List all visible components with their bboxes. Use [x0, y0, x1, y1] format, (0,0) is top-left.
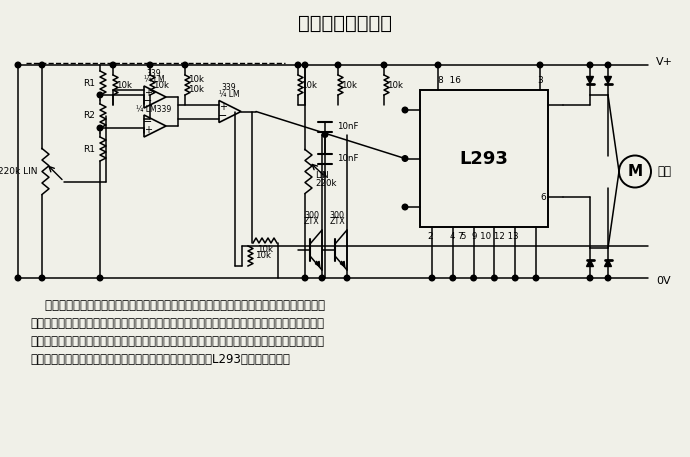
Circle shape [97, 125, 103, 131]
Text: 339: 339 [147, 69, 161, 78]
Circle shape [147, 62, 152, 68]
Text: 2: 2 [427, 232, 433, 241]
Circle shape [39, 62, 45, 68]
Text: 改进电路使用了第二个电位器，它与第一个电位器同轴旋转，用来禁止电机在中心处转动。该电: 改进电路使用了第二个电位器，它与第一个电位器同轴旋转，用来禁止电机在中心处转动。… [30, 335, 324, 348]
Circle shape [39, 275, 45, 281]
Text: 10nF: 10nF [337, 154, 359, 163]
Text: +: + [219, 102, 227, 112]
Circle shape [402, 107, 408, 113]
Text: 10k: 10k [255, 251, 271, 260]
Text: 10k: 10k [341, 80, 357, 90]
Circle shape [435, 62, 441, 68]
Text: ¼ LM339: ¼ LM339 [137, 105, 172, 113]
Circle shape [381, 62, 387, 68]
Circle shape [15, 62, 21, 68]
Text: R2: R2 [83, 112, 95, 121]
Text: R1: R1 [83, 79, 95, 87]
Text: 10k: 10k [188, 85, 204, 94]
Text: +: + [144, 125, 152, 135]
Text: L293: L293 [460, 149, 509, 168]
Text: +: + [144, 88, 152, 98]
Circle shape [491, 275, 497, 281]
Circle shape [97, 92, 103, 98]
Text: ZTX: ZTX [304, 218, 320, 227]
Circle shape [344, 275, 350, 281]
Text: R1: R1 [83, 144, 95, 154]
Text: V+: V+ [656, 57, 673, 67]
Text: 7: 7 [457, 232, 463, 241]
Circle shape [587, 62, 593, 68]
Text: 10k: 10k [153, 80, 169, 90]
Polygon shape [604, 76, 611, 84]
Text: 0V: 0V [656, 276, 671, 286]
Circle shape [302, 62, 308, 68]
Circle shape [513, 275, 518, 281]
Circle shape [605, 275, 611, 281]
Text: 电机速度控制电路: 电机速度控制电路 [298, 14, 392, 33]
Circle shape [538, 62, 543, 68]
Circle shape [471, 275, 476, 281]
Circle shape [302, 275, 308, 281]
Text: 10k: 10k [257, 245, 273, 255]
Text: 动。这是因为将电位器精确地滑到中点而使振荡波形正负半周严格对称是很困难的。这里介绍的: 动。这是因为将电位器精确地滑到中点而使振荡波形正负半周严格对称是很困难的。这里介… [30, 317, 324, 330]
Text: M: M [627, 164, 642, 179]
Circle shape [97, 275, 103, 281]
Text: 220k: 220k [315, 179, 337, 188]
Text: 10nF: 10nF [337, 122, 359, 131]
Polygon shape [586, 76, 593, 84]
Circle shape [429, 275, 435, 281]
Text: 300: 300 [330, 212, 344, 220]
Text: ¼ LM: ¼ LM [144, 75, 164, 85]
Circle shape [450, 275, 455, 281]
Text: 3: 3 [537, 76, 543, 85]
Polygon shape [604, 260, 611, 266]
Circle shape [402, 204, 408, 210]
Text: −: − [144, 96, 152, 106]
Text: ZTX: ZTX [329, 218, 345, 227]
Text: LIN: LIN [315, 171, 328, 180]
Circle shape [182, 62, 188, 68]
Text: 电机: 电机 [657, 165, 671, 178]
Circle shape [295, 62, 301, 68]
Text: 10k: 10k [116, 80, 132, 90]
Text: 10k: 10k [301, 80, 317, 90]
Circle shape [605, 62, 611, 68]
Text: 8  16: 8 16 [438, 76, 461, 85]
Text: −: − [218, 111, 228, 121]
Circle shape [335, 62, 341, 68]
Circle shape [319, 275, 325, 281]
Circle shape [533, 275, 539, 281]
Circle shape [15, 275, 21, 281]
Text: 220k LIN: 220k LIN [0, 167, 37, 176]
Circle shape [322, 132, 328, 137]
Circle shape [110, 62, 116, 68]
Text: 4  5  9 10 12 13: 4 5 9 10 12 13 [450, 232, 518, 241]
Text: ¼ LM: ¼ LM [219, 90, 239, 99]
Text: 10k: 10k [387, 80, 403, 90]
Text: 300: 300 [304, 212, 319, 220]
Text: 339: 339 [221, 83, 236, 92]
Circle shape [402, 156, 408, 161]
Text: 位器连接在两条电源线之间，激励一个窗口比较器，以驱动L293的禁止输入端。: 位器连接在两条电源线之间，激励一个窗口比较器，以驱动L293的禁止输入端。 [30, 353, 290, 366]
Bar [420, 90, 548, 227]
Text: 上述双向比例电机控制器的缺点是，当电位器滑到中心位置时，电机并不停转，而是继续嗡: 上述双向比例电机控制器的缺点是，当电位器滑到中心位置时，电机并不停转，而是继续嗡 [30, 299, 325, 312]
Text: −: − [144, 117, 152, 127]
Text: 10k: 10k [188, 74, 204, 84]
Polygon shape [586, 260, 593, 266]
Text: 6: 6 [540, 192, 546, 202]
Circle shape [587, 275, 593, 281]
